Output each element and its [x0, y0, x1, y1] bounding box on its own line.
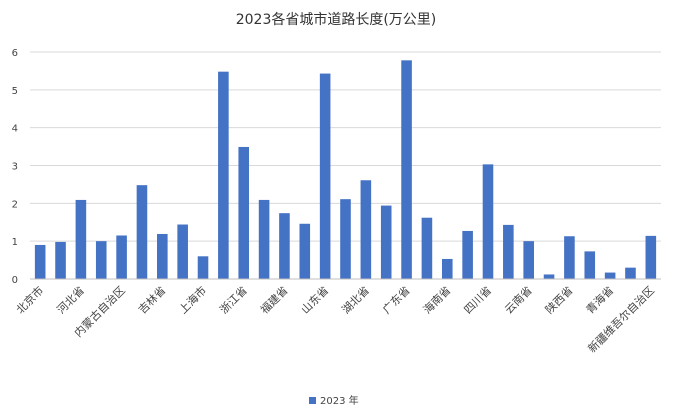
bar [218, 71, 229, 279]
x-tick-label: 四川省 [462, 284, 495, 317]
legend: 2023 年 [309, 394, 359, 407]
bar [299, 223, 311, 279]
bar [503, 224, 514, 279]
x-tick-label: 上海市 [176, 283, 209, 316]
bar [564, 236, 575, 279]
bar [319, 73, 331, 279]
bar [421, 217, 433, 279]
bar [238, 146, 250, 279]
bar [75, 199, 87, 279]
x-tick-label: 云南省 [502, 284, 535, 317]
y-tick-label: 0 [12, 275, 18, 286]
bar [625, 267, 636, 279]
bar [197, 256, 209, 279]
bar [401, 60, 412, 279]
bar [136, 185, 148, 279]
bar [116, 235, 127, 279]
x-tick-label: 海南省 [420, 283, 453, 316]
bar [340, 199, 351, 279]
bar [604, 272, 616, 279]
bar [645, 235, 657, 279]
bar [279, 213, 290, 279]
y-tick-label: 4 [12, 124, 18, 135]
bar [360, 180, 372, 279]
x-tick-label: 福建省 [257, 283, 290, 316]
x-tick-label: 广东省 [380, 284, 413, 317]
y-tick-label: 5 [12, 86, 18, 97]
x-tick-label: 北京市 [13, 283, 46, 316]
x-tick-label: 湖北省 [339, 284, 372, 317]
bar [258, 199, 270, 279]
x-tick-label: 吉林省 [135, 283, 168, 316]
x-axis: 北京市 河北省内蒙古自治区 吉林省 上海市 浙江省 福建省 山东省 湖北省 广东省 海南省 四川省云… [13, 278, 661, 355]
x-tick-label: 陕西省 [542, 283, 575, 316]
bar-series [34, 60, 657, 279]
bar [34, 244, 46, 279]
y-tick-label: 3 [12, 162, 18, 173]
y-tick-label: 2 [12, 199, 18, 210]
x-tick-label: 河北省 [54, 284, 87, 317]
x-tick-label: 山东省 [299, 284, 332, 317]
y-tick-label: 1 [12, 237, 18, 248]
bar [380, 205, 392, 279]
legend-label: 2023 年 [320, 394, 359, 407]
x-tick-label: 青海省 [583, 283, 616, 316]
bar [95, 241, 107, 279]
bar [441, 258, 453, 279]
y-tick-label: 6 [12, 48, 18, 59]
legend-swatch [309, 397, 316, 404]
bar [482, 164, 494, 279]
bar [523, 241, 534, 279]
bar [584, 251, 596, 279]
bar [55, 241, 66, 279]
bar [177, 224, 188, 279]
bar [157, 233, 168, 279]
y-axis: 0 1 2 3 4 5 6 [12, 48, 18, 286]
bar [543, 274, 555, 279]
bar [462, 230, 473, 279]
x-tick-label: 浙江省 [217, 284, 250, 317]
chart-title: 2023各省城市道路长度(万公里) [236, 11, 437, 28]
